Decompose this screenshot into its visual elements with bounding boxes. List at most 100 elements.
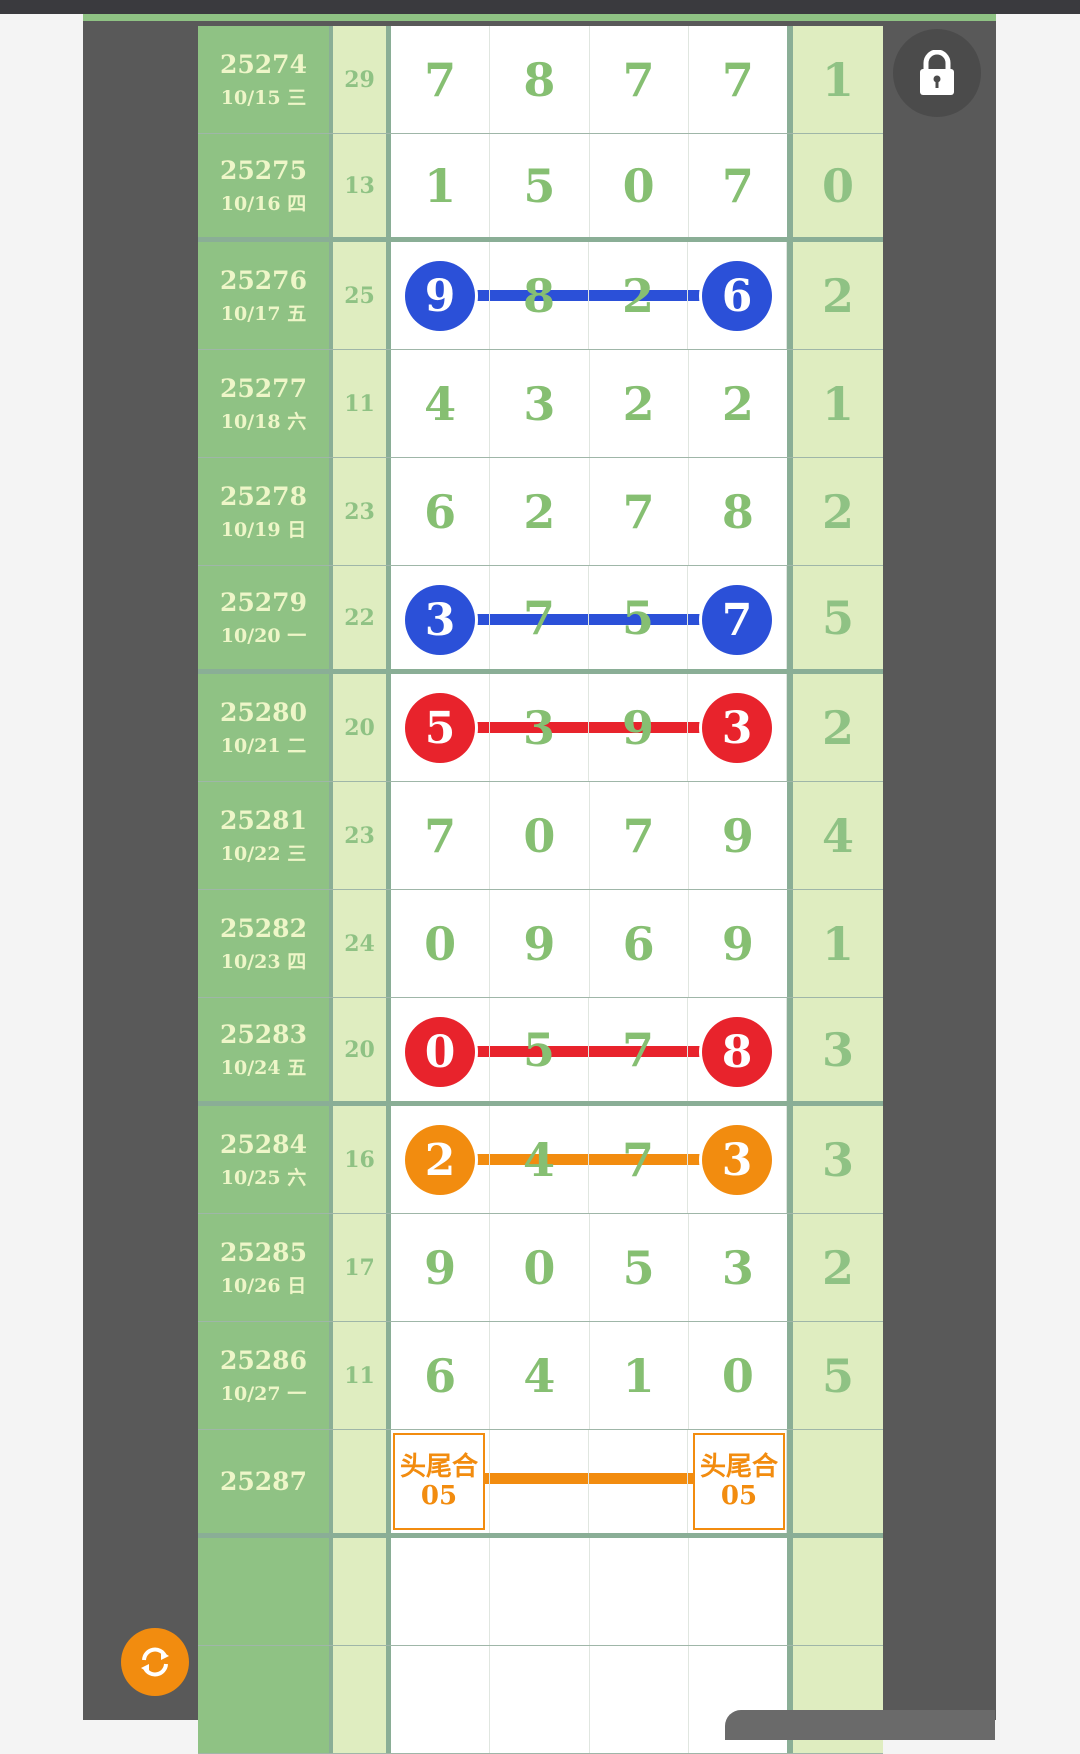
digits-cell: 7 0 7 9 bbox=[391, 782, 787, 889]
last-cell: 5 bbox=[793, 566, 883, 669]
last-cell: 1 bbox=[793, 890, 883, 997]
prediction-box: 头尾合 05 bbox=[693, 1433, 785, 1530]
sum-cell bbox=[333, 1538, 386, 1645]
digit-cell bbox=[688, 674, 787, 781]
digit-cell bbox=[490, 1646, 590, 1753]
digit-cell bbox=[688, 242, 787, 349]
lock-button[interactable] bbox=[893, 29, 981, 117]
digit: 8 bbox=[523, 52, 556, 107]
issue-cell: 25276 10/17 五 bbox=[198, 242, 329, 349]
divider bbox=[329, 1430, 333, 1533]
digit-cell: 5 bbox=[589, 566, 688, 669]
digit-cell: 9 bbox=[490, 890, 590, 997]
issue-date: 10/24 五 bbox=[220, 1056, 307, 1079]
digit: 3 bbox=[523, 376, 556, 431]
divider bbox=[329, 566, 333, 669]
digit: 6 bbox=[424, 1348, 457, 1403]
divider bbox=[386, 566, 391, 669]
digit-cell: 1 bbox=[391, 134, 491, 237]
digit-cell: 9 bbox=[689, 890, 787, 997]
divider bbox=[386, 1106, 391, 1213]
digit-cell bbox=[490, 1538, 590, 1645]
digit-cell: 8 bbox=[490, 242, 589, 349]
digit: 4 bbox=[424, 376, 457, 431]
digit: 4 bbox=[522, 1132, 555, 1187]
digit: 1 bbox=[622, 1348, 655, 1403]
digit: 5 bbox=[622, 1240, 655, 1295]
sum-cell: 17 bbox=[333, 1214, 386, 1321]
digit-cell: 7 bbox=[689, 26, 787, 133]
issue-cell bbox=[198, 1646, 329, 1753]
digit: 0 bbox=[622, 158, 655, 213]
digits-cell: 4 7 2 3 bbox=[391, 1106, 787, 1213]
digit-cell: 2 bbox=[590, 350, 689, 457]
table-row: 25287 头尾合 05 头尾合 05 bbox=[198, 1430, 883, 1538]
digit-cell: 7 bbox=[391, 26, 491, 133]
digit-cell: 7 bbox=[590, 782, 689, 889]
divider bbox=[787, 458, 793, 565]
divider bbox=[386, 1322, 391, 1429]
digit-cell: 7 bbox=[589, 998, 688, 1101]
table-row: 25285 10/26 日 17 9 0 5 3 2 bbox=[198, 1214, 883, 1322]
issue-cell: 25275 10/16 四 bbox=[198, 134, 329, 237]
digit-cell bbox=[391, 1430, 490, 1533]
digit: 7 bbox=[622, 52, 655, 107]
issue-cell: 25280 10/21 二 bbox=[198, 674, 329, 781]
digit-cell: 7 bbox=[490, 566, 589, 669]
last-cell: 2 bbox=[793, 674, 883, 781]
digit: 8 bbox=[721, 484, 754, 539]
digit: 9 bbox=[721, 808, 754, 863]
divider bbox=[329, 1646, 333, 1753]
sum-cell: 25 bbox=[333, 242, 386, 349]
digit-cell: 0 bbox=[490, 1214, 590, 1321]
digit-cell bbox=[391, 566, 490, 669]
prediction-value: 05 bbox=[420, 1480, 458, 1511]
digit: 4 bbox=[523, 1348, 556, 1403]
highlight-circle: 9 bbox=[405, 261, 475, 331]
status-bar bbox=[0, 0, 1080, 14]
issue-date: 10/15 三 bbox=[220, 86, 307, 109]
digits-cell: 7 8 7 7 bbox=[391, 26, 787, 133]
divider bbox=[787, 566, 793, 669]
sum-cell: 16 bbox=[333, 1106, 386, 1213]
digit: 7 bbox=[622, 808, 655, 863]
divider bbox=[386, 26, 391, 133]
highlight-circle: 3 bbox=[702, 1125, 772, 1195]
table-top-border bbox=[83, 14, 996, 21]
last-cell: 2 bbox=[793, 1214, 883, 1321]
prediction-value: 05 bbox=[720, 1480, 758, 1511]
digits-cell: 4 3 2 2 bbox=[391, 350, 787, 457]
divider bbox=[386, 782, 391, 889]
digit-cell: 5 bbox=[590, 1214, 689, 1321]
divider bbox=[329, 1538, 333, 1645]
last-cell: 3 bbox=[793, 998, 883, 1101]
last-cell: 2 bbox=[793, 458, 883, 565]
digit-cell: 9 bbox=[689, 782, 787, 889]
digit-cell bbox=[391, 242, 490, 349]
issue-number: 25284 bbox=[220, 1129, 307, 1159]
issue-date: 10/22 三 bbox=[220, 842, 307, 865]
divider bbox=[386, 134, 391, 237]
digit-cell: 5 bbox=[490, 134, 590, 237]
divider bbox=[787, 1430, 793, 1533]
issue-cell: 25279 10/20 一 bbox=[198, 566, 329, 669]
divider bbox=[329, 458, 333, 565]
issue-number: 25286 bbox=[220, 1345, 307, 1375]
digit: 7 bbox=[424, 52, 457, 107]
issue-number: 25278 bbox=[220, 481, 307, 511]
sum-cell: 20 bbox=[333, 998, 386, 1101]
sum-cell: 13 bbox=[333, 134, 386, 237]
digit: 1 bbox=[424, 158, 457, 213]
issue-date: 10/27 一 bbox=[220, 1382, 307, 1405]
digit: 7 bbox=[721, 158, 754, 213]
divider bbox=[787, 1322, 793, 1429]
last-cell: 5 bbox=[793, 1322, 883, 1429]
digit-cell bbox=[688, 998, 787, 1101]
highlight-circle: 3 bbox=[405, 585, 475, 655]
digit-cell bbox=[391, 674, 490, 781]
refresh-button[interactable] bbox=[121, 1628, 189, 1696]
divider bbox=[386, 890, 391, 997]
